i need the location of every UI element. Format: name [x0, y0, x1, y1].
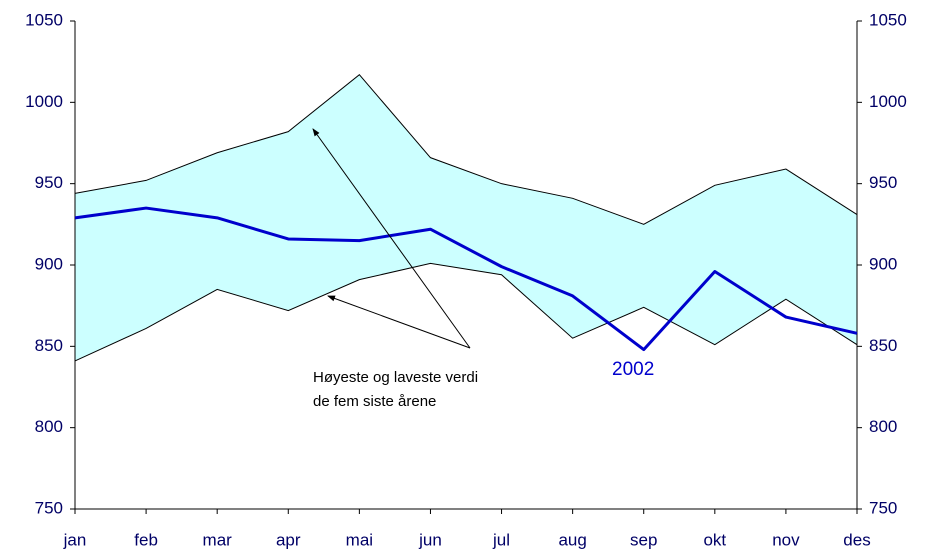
x-tick-label: feb [134, 530, 158, 549]
plot-area: 750 800 850 900 950 1000 1050 750 800 850 900 950 10… [25, 10, 907, 549]
arrow [327, 295, 471, 349]
x-tick-label: aug [558, 530, 586, 549]
y2-tick-label: 750 [869, 498, 897, 517]
arrow [312, 128, 471, 349]
x-tick-label: jun [418, 530, 442, 549]
y2-tick-label: 950 [869, 173, 897, 192]
y2-tick-label: 1050 [869, 10, 907, 29]
band-lower [74, 262, 858, 362]
band-upper [74, 73, 858, 225]
x-tick-label: mai [346, 530, 373, 549]
annotation: de fem siste årene [313, 393, 436, 410]
y2-tick-label: 1000 [869, 92, 907, 111]
y-tick-label: 800 [35, 417, 63, 436]
y-tick-label: 850 [35, 336, 63, 355]
y2-tick-label: 900 [869, 254, 897, 273]
y-tick-label: 950 [35, 173, 63, 192]
y-tick-label: 900 [35, 254, 63, 273]
y2-tick-label: 850 [869, 336, 897, 355]
y2-tick-label: 800 [869, 417, 897, 436]
x-tick-label: sep [630, 530, 657, 549]
x-tick-label: nov [772, 530, 800, 549]
x-tick-label: apr [276, 530, 301, 549]
x-tick-label: jan [63, 530, 87, 549]
annotation: Høyeste og laveste verdi [313, 369, 478, 386]
x-tick-label: mar [203, 530, 233, 549]
range-band [75, 74, 857, 361]
y-tick-label: 1000 [25, 92, 63, 111]
y-tick-label: 750 [35, 498, 63, 517]
x-tick-label: okt [703, 530, 726, 549]
series-line [74, 206, 858, 352]
x-tick-label: jul [492, 530, 510, 549]
x-tick-label: des [843, 530, 870, 549]
y-tick-label: 1050 [25, 10, 63, 29]
series-label: 2002 [612, 359, 654, 380]
